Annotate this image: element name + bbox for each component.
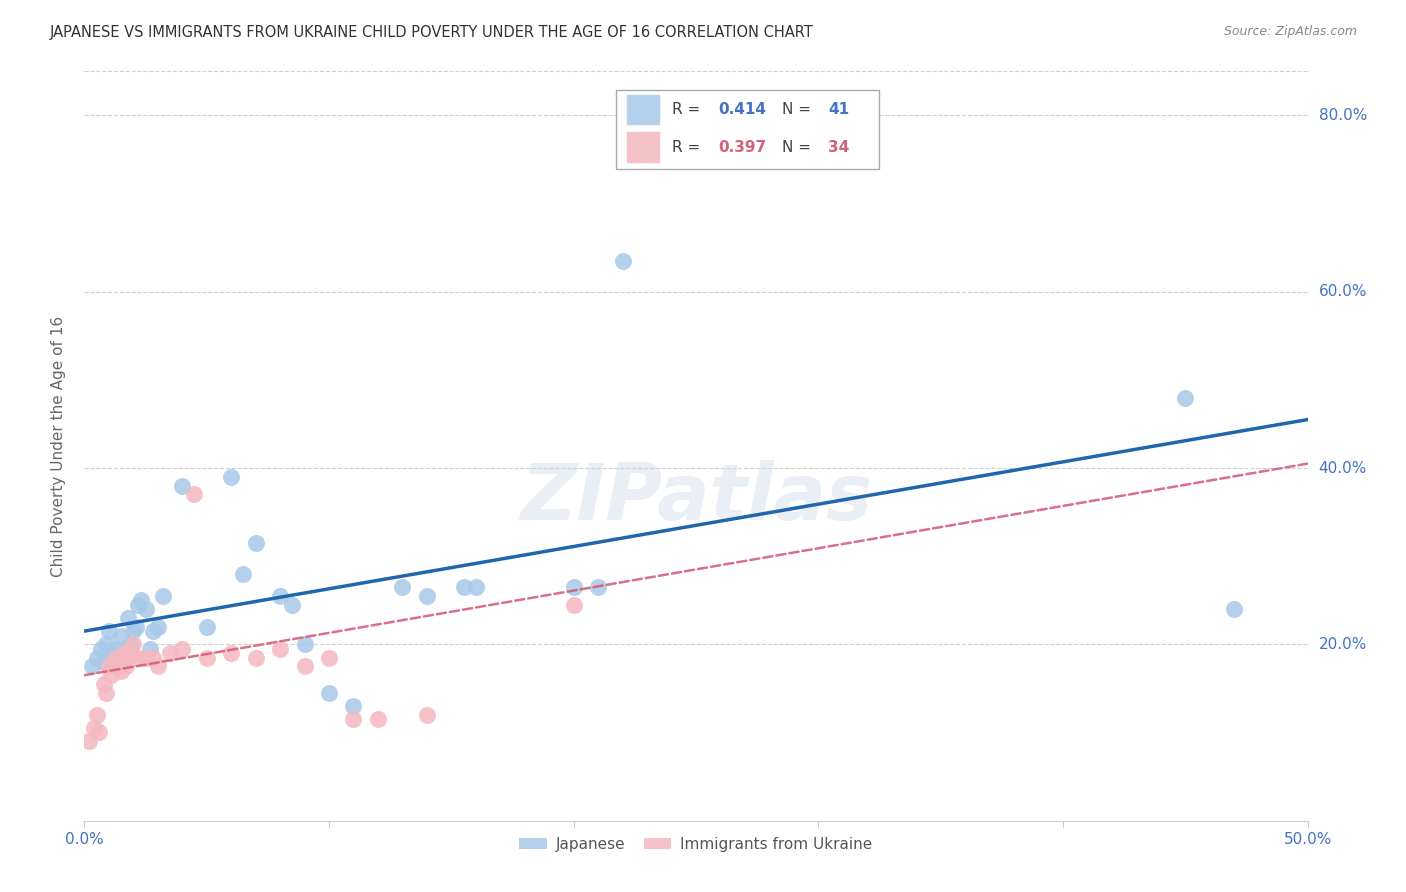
Point [172,641,194,656]
Point [97,659,120,673]
FancyBboxPatch shape [616,90,880,169]
Point [342,699,364,714]
Point [245,536,267,550]
Point [112,646,135,660]
Point [416,707,439,722]
Point [127,650,149,665]
Point [120,637,142,651]
Point [416,589,439,603]
Point [146,620,169,634]
Point [464,580,486,594]
Bar [626,131,661,162]
Point [120,646,142,660]
Point [83,721,105,735]
Point [77,734,100,748]
Point [105,641,128,656]
Point [86,650,108,665]
Text: R =: R = [672,139,704,154]
Point [96,686,118,700]
Point [367,712,389,726]
Point [125,620,148,634]
Point [80,659,103,673]
Text: 80.0%: 80.0% [1319,108,1367,123]
Point [107,659,129,673]
Point [112,650,135,665]
Point [281,598,304,612]
Text: 40.0%: 40.0% [1319,460,1367,475]
Point [269,589,291,603]
Point [183,487,205,501]
Text: N =: N = [782,102,815,117]
Point [562,580,585,594]
Point [318,650,340,665]
Point [219,470,242,484]
Point [135,602,157,616]
Point [90,641,112,656]
Point [117,650,139,665]
Point [103,646,125,660]
Point [612,253,634,268]
Point [103,659,125,673]
Text: 34: 34 [828,139,849,154]
Point [129,593,152,607]
Text: 60.0%: 60.0% [1319,285,1367,299]
Point [93,677,115,691]
Point [105,650,128,665]
Text: 0.414: 0.414 [718,102,766,117]
Text: N =: N = [782,139,815,154]
Bar [626,94,661,125]
Point [232,566,254,581]
Legend: Japanese, Immigrants from Ukraine: Japanese, Immigrants from Ukraine [513,830,879,858]
Point [146,659,169,673]
Point [1223,602,1246,616]
Point [294,659,316,673]
Point [562,598,585,612]
Point [269,641,291,656]
Point [294,637,316,651]
Point [142,624,165,639]
Text: 41: 41 [828,102,849,117]
Text: ZIPatlas: ZIPatlas [520,460,872,536]
Point [100,668,122,682]
Point [115,659,138,673]
Point [93,655,115,669]
Point [195,620,218,634]
Point [453,580,475,594]
Point [97,624,120,639]
Point [110,628,132,642]
Point [245,650,267,665]
Text: Source: ZipAtlas.com: Source: ZipAtlas.com [1223,25,1357,38]
Point [391,580,413,594]
Point [110,664,132,678]
Point [87,725,110,739]
Point [122,624,145,639]
Point [117,611,139,625]
Point [115,641,138,656]
Point [152,589,174,603]
Point [127,598,149,612]
Point [1174,391,1197,405]
Point [342,712,364,726]
Point [586,580,609,594]
Point [135,650,157,665]
Text: JAPANESE VS IMMIGRANTS FROM UKRAINE CHILD POVERTY UNDER THE AGE OF 16 CORRELATIO: JAPANESE VS IMMIGRANTS FROM UKRAINE CHIL… [49,25,813,40]
Point [159,646,181,660]
Point [139,641,162,656]
Point [142,650,165,665]
Point [86,707,108,722]
Text: R =: R = [672,102,704,117]
Point [122,637,145,651]
Point [172,478,194,492]
Point [195,650,218,665]
Text: 20.0%: 20.0% [1319,637,1367,652]
Text: 0.397: 0.397 [718,139,766,154]
Point [219,646,242,660]
Point [318,686,340,700]
Point [96,637,118,651]
Y-axis label: Child Poverty Under the Age of 16: Child Poverty Under the Age of 16 [51,316,66,576]
